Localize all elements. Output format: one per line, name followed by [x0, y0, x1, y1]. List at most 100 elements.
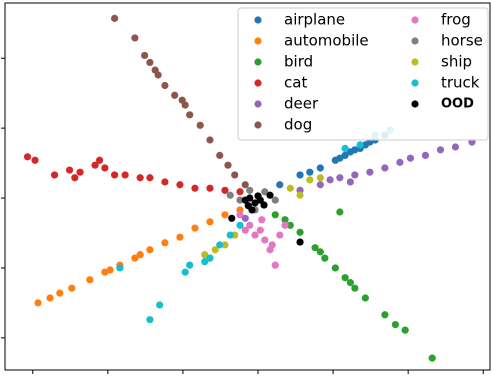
legend-label: bird [284, 53, 313, 71]
legend-label: ship [441, 53, 472, 71]
point [336, 174, 344, 182]
legend-marker [254, 100, 262, 108]
point [396, 158, 404, 166]
point [326, 176, 334, 184]
point [191, 224, 199, 232]
point [271, 196, 279, 204]
point [206, 184, 214, 192]
point [336, 208, 344, 216]
point [406, 154, 415, 162]
point [381, 164, 389, 172]
point [241, 181, 249, 189]
point [268, 241, 276, 249]
point [266, 191, 274, 199]
point [366, 168, 374, 176]
point [258, 216, 266, 224]
point [136, 174, 144, 182]
legend-marker [411, 79, 419, 87]
point [186, 261, 194, 269]
point [246, 221, 254, 229]
point [116, 264, 124, 272]
point [101, 164, 109, 172]
point [236, 188, 244, 196]
point [221, 186, 229, 194]
point [241, 214, 249, 222]
point [231, 171, 239, 179]
point [296, 191, 304, 199]
point [271, 261, 279, 269]
point [151, 66, 159, 74]
point [260, 201, 268, 209]
point [121, 171, 129, 179]
point [281, 221, 289, 229]
point [224, 161, 232, 169]
point [31, 156, 39, 164]
point [321, 254, 329, 262]
point [271, 211, 279, 219]
point [186, 111, 194, 119]
point [316, 181, 324, 189]
point [336, 154, 344, 162]
point [296, 238, 304, 246]
legend-marker [254, 37, 262, 45]
point [356, 141, 364, 149]
point [65, 166, 74, 174]
point [176, 181, 184, 189]
point [146, 316, 154, 324]
point [221, 211, 229, 219]
point [254, 192, 262, 200]
point [211, 246, 219, 254]
point [176, 233, 184, 241]
point [276, 231, 284, 239]
point [436, 146, 445, 154]
point [216, 151, 224, 159]
point [221, 241, 229, 249]
point [216, 241, 224, 249]
point [381, 311, 389, 319]
point [316, 248, 324, 256]
point [206, 218, 214, 226]
point [346, 148, 354, 156]
point [351, 171, 359, 179]
point [71, 174, 79, 182]
point [131, 254, 139, 262]
legend-label: cat [284, 74, 307, 92]
point [236, 221, 244, 229]
legend: airplane automobile bird cat deer dog frog hors… [237, 7, 489, 141]
point [341, 144, 349, 153]
point [86, 276, 94, 284]
legend-marker [411, 16, 419, 24]
point [181, 268, 189, 276]
point [106, 266, 114, 274]
point [296, 228, 304, 236]
legend-label: automobile [284, 32, 369, 50]
point [161, 239, 169, 247]
legend-label: dog [284, 116, 312, 134]
point [131, 34, 139, 42]
point [76, 168, 84, 176]
point [286, 221, 294, 229]
points [23, 14, 476, 362]
point [351, 284, 359, 292]
point [236, 196, 244, 204]
point [228, 214, 236, 222]
point [276, 181, 284, 189]
legend-label: deer [284, 95, 319, 113]
point [261, 188, 269, 196]
point [68, 284, 76, 292]
point [401, 326, 409, 334]
point [146, 58, 154, 67]
point [428, 354, 436, 362]
legend-label: truck [441, 74, 480, 92]
legend-label: OOD [441, 97, 474, 112]
legend-marker [254, 16, 262, 24]
legend-marker [411, 100, 419, 108]
legend-box [237, 7, 489, 141]
point [181, 101, 189, 109]
point [361, 294, 369, 302]
point [331, 264, 339, 272]
point [111, 14, 119, 22]
point [206, 136, 214, 144]
point [23, 153, 32, 161]
